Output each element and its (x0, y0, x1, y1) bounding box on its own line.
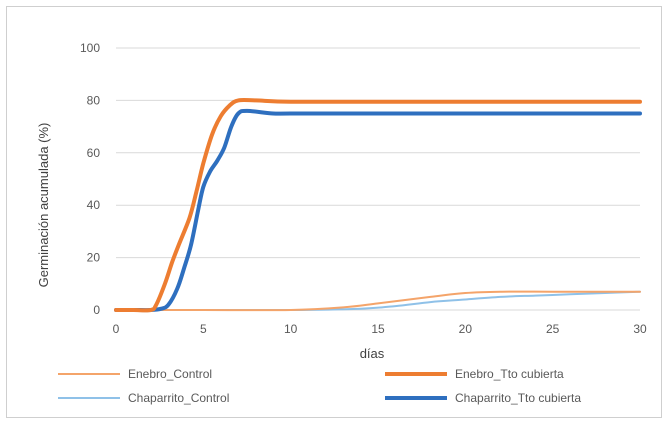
x-tick-label: 15 (371, 322, 385, 336)
series-line-chaparrito-tto-cubierta (114, 108, 642, 313)
legend-item: Enebro_Tto cubierta (385, 367, 564, 381)
legend-label: Enebro_Control (128, 367, 212, 381)
y-tick-label: 60 (87, 146, 101, 160)
x-tick-label: 30 (633, 322, 647, 336)
series-line-chaparrito-control (115, 290, 641, 312)
legend-item: Chaparrito_Control (58, 391, 229, 405)
y-tick-label: 80 (87, 93, 101, 107)
x-axis-label: días (360, 346, 385, 361)
y-tick-label: 20 (87, 251, 101, 265)
y-axis-label: Germinación acumulada (%) (36, 123, 51, 288)
y-tick-label: 100 (80, 41, 100, 55)
y-tick-label: 40 (87, 198, 101, 212)
x-tick-label: 25 (546, 322, 560, 336)
legend-item: Chaparrito_Tto cubierta (385, 391, 581, 405)
x-tick-label: 20 (459, 322, 473, 336)
legend: Enebro_Control Enebro_Tto cubierta Chaparr… (58, 367, 581, 405)
series-lines (114, 97, 642, 313)
y-tick-label: 0 (93, 303, 100, 317)
y-tick-labels: 0 20 40 60 80 100 (80, 41, 100, 317)
x-tick-label: 10 (284, 322, 298, 336)
legend-label: Chaparrito_Control (128, 391, 229, 405)
x-tick-label: 0 (113, 322, 120, 336)
gridlines (116, 47, 640, 311)
chart-frame (6, 6, 662, 418)
series-line-enebro-tto-cubierta (114, 97, 642, 313)
legend-label: Chaparrito_Tto cubierta (455, 391, 581, 405)
x-tick-label: 5 (200, 322, 207, 336)
legend-item: Enebro_Control (58, 367, 212, 381)
x-tick-labels: 0 5 10 15 20 25 30 (113, 322, 647, 336)
legend-label: Enebro_Tto cubierta (455, 367, 564, 381)
